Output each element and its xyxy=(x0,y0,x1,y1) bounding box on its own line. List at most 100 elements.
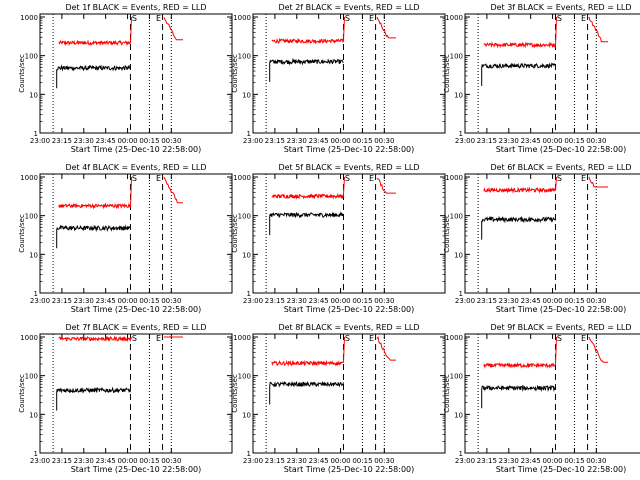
panel-4-x-tick-label: 00:15 xyxy=(139,297,159,305)
panel-5-lld-post-saa-line xyxy=(376,177,396,194)
panel-1-x-tick-label: 23:15 xyxy=(52,137,72,145)
panel-4-y-tick-label: 10 xyxy=(29,251,38,259)
panel-1-x-tick-label: 00:30 xyxy=(161,137,181,145)
panel-1-lld-series-line xyxy=(58,16,132,47)
panel-2-x-axis-label: Start Time (25-Dec-10 22:58:00) xyxy=(284,145,415,154)
panel-7-x-tick-label: 00:30 xyxy=(161,457,181,465)
panel-3-x-tick-label: 00:00 xyxy=(542,137,562,145)
panel-6-title: Det 6f BLACK = Events, RED = LLD xyxy=(490,163,631,172)
panel-4-events-series-line xyxy=(56,224,131,249)
panel-4-x-axis-label: Start Time (25-Dec-10 22:58:00) xyxy=(71,305,202,314)
panel-5-axes-frame xyxy=(252,173,446,294)
panel-3-x-tick-label: 23:00 xyxy=(455,137,475,145)
panel-5-y-tick-label: 100 xyxy=(238,213,251,221)
panel-5-x-tick-label: 00:00 xyxy=(330,297,350,305)
panel-8-y-axis-label: Counts/sec xyxy=(231,374,239,413)
panel-5-x-tick-label: 23:00 xyxy=(243,297,263,305)
panel-9-axes-frame xyxy=(464,333,640,454)
panel-3-events-series-line xyxy=(481,62,556,86)
panel-3-x-tick-label: 23:15 xyxy=(477,137,497,145)
panel-3-y-axis-label: Counts/sec xyxy=(443,54,451,93)
panel-1-y-axis-label: Counts/sec xyxy=(18,54,26,93)
panel-2-lld-post-saa-line xyxy=(376,16,396,39)
panel-4-lld-post-saa-line xyxy=(163,176,183,204)
panel-6-marker-S: S xyxy=(557,174,562,183)
panel-7-y-tick-label: 100 xyxy=(25,373,38,381)
panel-9-x-tick-label: 23:45 xyxy=(521,457,541,465)
panel-1-x-tick-label: 23:00 xyxy=(30,137,50,145)
panel-3-marker-S: S xyxy=(557,14,562,23)
panel-7-x-axis-label: Start Time (25-Dec-10 22:58:00) xyxy=(71,465,202,474)
panel-7-x-tick-label: 23:00 xyxy=(30,457,50,465)
panel-3-lld-post-saa-line xyxy=(588,16,608,43)
panel-4-marker-E: E xyxy=(156,174,161,183)
panel-9-x-tick-label: 00:15 xyxy=(564,457,584,465)
panel-5-x-axis-label: Start Time (25-Dec-10 22:58:00) xyxy=(284,305,415,314)
panel-6-x-tick-label: 23:45 xyxy=(521,297,541,305)
panel-5-title: Det 5f BLACK = Events, RED = LLD xyxy=(278,163,419,172)
panel-9-x-tick-label: 00:00 xyxy=(542,457,562,465)
panel-6-y-tick-label: 1000 xyxy=(445,174,463,182)
panel-9-x-tick-label: 23:30 xyxy=(499,457,519,465)
panel-9-x-tick-label: 23:00 xyxy=(455,457,475,465)
panel-3-x-tick-label: 23:30 xyxy=(499,137,519,145)
panel-7-y-tick-label: 10 xyxy=(29,411,38,419)
panel-1-x-tick-label: 23:45 xyxy=(96,137,116,145)
panel-2-axes-frame xyxy=(252,13,446,134)
panel-4-title: Det 4f BLACK = Events, RED = LLD xyxy=(65,163,206,172)
panel-3-y-tick-label: 1000 xyxy=(445,14,463,22)
panel-9-x-tick-label: 00:30 xyxy=(586,457,606,465)
panel-6-x-tick-label: 00:00 xyxy=(542,297,562,305)
panel-1-lld-post-saa-line xyxy=(163,17,183,41)
panel-7-axes-frame xyxy=(39,333,233,454)
panel-5-events-series-line xyxy=(269,211,344,236)
panel-9-y-tick-label: 1 xyxy=(459,450,463,458)
panel-2-x-tick-label: 23:15 xyxy=(265,137,285,145)
panel-5-y-axis-label: Counts/sec xyxy=(231,214,239,253)
panel-8-x-tick-label: 23:15 xyxy=(265,457,285,465)
panel-8-x-axis-label: Start Time (25-Dec-10 22:58:00) xyxy=(284,465,415,474)
panel-6-events-series-line xyxy=(481,215,556,240)
panel-3-x-tick-label: 00:15 xyxy=(564,137,584,145)
panel-9-lld-series-line xyxy=(483,336,557,369)
panel-9-marker-E: E xyxy=(581,334,586,343)
panel-9-events-series-line xyxy=(481,384,556,409)
panel-6-axes-frame xyxy=(464,173,640,294)
panel-1-marker-E: E xyxy=(156,14,161,23)
panel-7-x-tick-label: 23:30 xyxy=(74,457,94,465)
panel-5-y-tick-label: 10 xyxy=(242,251,251,259)
panel-6-lld-post-saa-line xyxy=(588,176,608,188)
panel-4-marker-S: S xyxy=(132,174,137,183)
panel-3-x-tick-label: 00:30 xyxy=(586,137,606,145)
panel-5-marker-S: S xyxy=(345,174,350,183)
panel-4-x-tick-label: 23:15 xyxy=(52,297,72,305)
panel-2-lld-series-line xyxy=(271,16,345,45)
panel-5-y-tick-label: 1000 xyxy=(233,174,251,182)
panel-2-events-series-line xyxy=(269,57,344,82)
panel-2-x-tick-label: 00:30 xyxy=(374,137,394,145)
panel-5-x-tick-label: 00:15 xyxy=(352,297,372,305)
panel-1-y-tick-label: 10 xyxy=(29,91,38,99)
panel-7-x-tick-label: 23:15 xyxy=(52,457,72,465)
panel-6-x-axis-label: Start Time (25-Dec-10 22:58:00) xyxy=(496,305,627,314)
panel-3-title: Det 3f BLACK = Events, RED = LLD xyxy=(490,3,631,12)
panel-8-x-tick-label: 00:15 xyxy=(352,457,372,465)
panel-2-marker-E: E xyxy=(369,14,374,23)
panel-6-x-tick-label: 00:15 xyxy=(564,297,584,305)
panel-2-y-tick-label: 100 xyxy=(238,53,251,61)
panel-7-y-tick-label: 1000 xyxy=(20,334,38,342)
panel-1-x-tick-label: 00:15 xyxy=(139,137,159,145)
panel-8-y-tick-label: 100 xyxy=(238,373,251,381)
panel-1-events-series-line xyxy=(56,64,131,89)
panel-1-x-tick-label: 00:00 xyxy=(117,137,137,145)
panel-7-x-tick-label: 00:15 xyxy=(139,457,159,465)
panel-6-x-tick-label: 23:15 xyxy=(477,297,497,305)
panel-9-x-tick-label: 23:15 xyxy=(477,457,497,465)
panel-8-x-tick-label: 23:00 xyxy=(243,457,263,465)
panel-1-title: Det 1f BLACK = Events, RED = LLD xyxy=(65,3,206,12)
panel-9-y-tick-label: 100 xyxy=(450,373,463,381)
panel-2-x-tick-label: 23:00 xyxy=(243,137,263,145)
panel-8-x-tick-label: 00:30 xyxy=(374,457,394,465)
panel-9-y-tick-label: 10 xyxy=(454,411,463,419)
panel-2-x-tick-label: 23:45 xyxy=(309,137,329,145)
